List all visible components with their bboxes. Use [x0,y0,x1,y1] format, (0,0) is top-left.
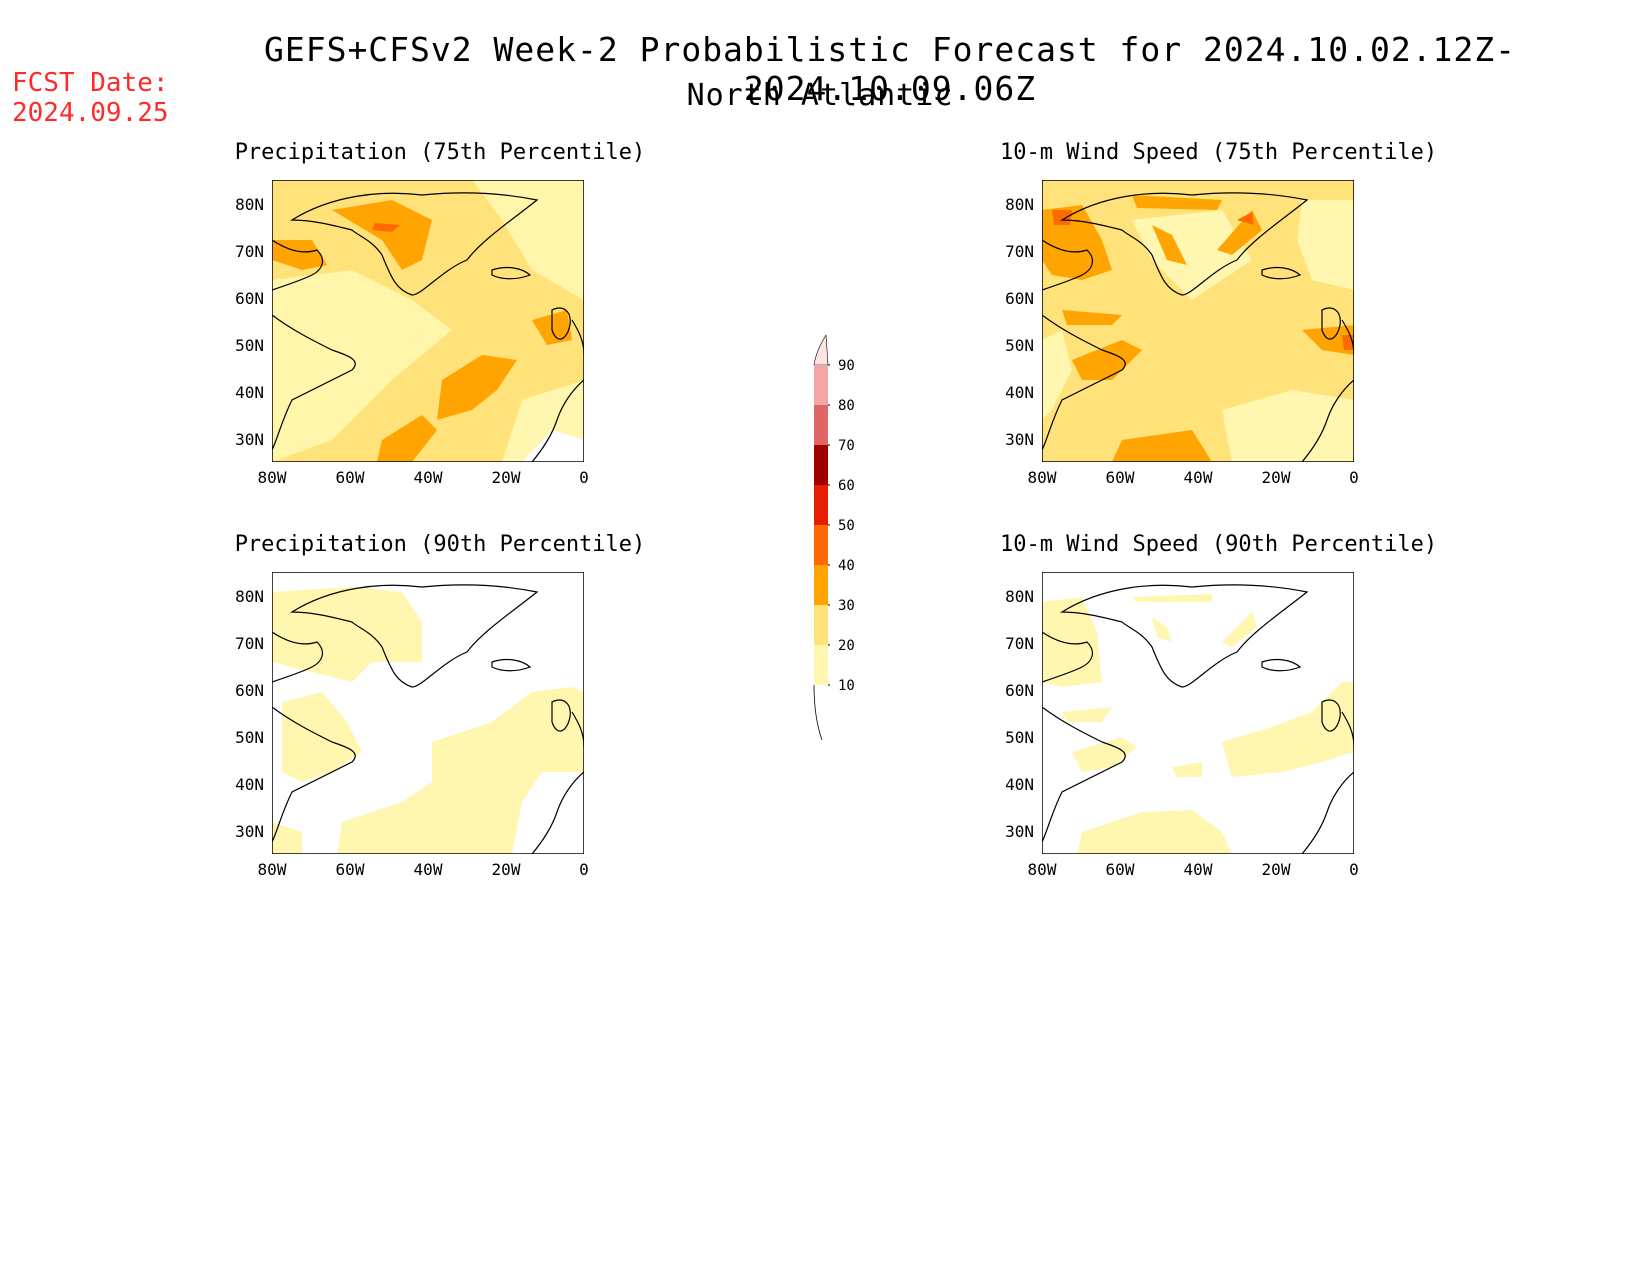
lat-label: 60N [235,289,264,308]
lon-label: 20W [491,860,521,879]
colorbar-label: 80 [838,398,855,414]
forecast-date-label: FCST Date: [12,68,169,98]
lat-label: 50N [235,728,264,747]
colorbar-label: 50 [838,518,855,534]
lat-label: 40N [235,775,264,794]
lon-label: 0 [579,468,589,487]
panel-precip-75: Precipitation (75th Percentile) 80N 70N … [230,140,650,520]
lon-label: 60W [1105,860,1135,879]
lat-label: 30N [235,822,264,841]
panel-wind-90: 10-m Wind Speed (90th Percentile) 80N 70… [1000,532,1438,912]
lat-label: 80N [1005,195,1034,214]
lon-label: 20W [1261,860,1291,879]
lon-label: 20W [1261,468,1291,487]
lon-label: 40W [413,860,443,879]
lat-label: 30N [1005,430,1034,449]
lon-label: 0 [579,860,589,879]
lon-label: 40W [413,468,443,487]
lat-label: 50N [235,336,264,355]
map-wind-90 [1042,572,1354,854]
lat-label: 30N [235,430,264,449]
colorbar-label: 60 [838,478,855,494]
map-wind-75 [1042,180,1354,462]
region-subtitle: North Atlantic [686,78,954,113]
panel-title: Precipitation (75th Percentile) [234,140,646,165]
lon-label: 80W [1027,468,1057,487]
lon-label: 80W [257,468,287,487]
lon-label: 60W [1105,468,1135,487]
lon-label: 80W [257,860,287,879]
lat-label: 80N [235,587,264,606]
lon-label: 40W [1183,468,1213,487]
forecast-date-value: 2024.09.25 [12,98,169,128]
lat-label: 70N [1005,242,1034,261]
chart-title: GEFS+CFSv2 Week-2 Probabilistic Forecast… [263,30,1517,108]
lon-label: 40W [1183,860,1213,879]
lat-label: 70N [1005,634,1034,653]
lon-label: 60W [335,468,365,487]
colorbar-label: 10 [838,678,855,694]
colorbar-swatches [813,335,830,741]
lat-label: 50N [1005,728,1034,747]
lat-label: 60N [1005,289,1034,308]
lat-label: 40N [235,383,264,402]
lon-label: 80W [1027,860,1057,879]
lat-label: 60N [1005,681,1034,700]
map-precip-75 [272,180,584,462]
lat-label: 30N [1005,822,1034,841]
lat-label: 40N [1005,383,1034,402]
colorbar: 90 80 70 60 50 40 30 20 10 [810,335,880,745]
lat-label: 50N [1005,336,1034,355]
lon-label: 0 [1349,860,1359,879]
colorbar-label: 90 [838,358,855,374]
panel-title: 10-m Wind Speed (75th Percentile) [1000,140,1438,165]
lon-label: 20W [491,468,521,487]
map-precip-90 [272,572,584,854]
colorbar-label: 40 [838,558,855,574]
forecast-date: FCST Date: 2024.09.25 [12,68,169,128]
lat-label: 80N [1005,587,1034,606]
colorbar-label: 70 [838,438,855,454]
lat-label: 60N [235,681,264,700]
lon-label: 0 [1349,468,1359,487]
lat-label: 70N [235,242,264,261]
lat-label: 40N [1005,775,1034,794]
colorbar-label: 30 [838,598,855,614]
panel-title: 10-m Wind Speed (90th Percentile) [1000,532,1438,557]
panel-wind-75: 10-m Wind Speed (75th Percentile) 80N 70… [1000,140,1438,520]
lat-label: 70N [235,634,264,653]
panel-precip-90: Precipitation (90th Percentile) 80N 70N … [230,532,650,912]
panel-title: Precipitation (90th Percentile) [234,532,646,557]
lat-label: 80N [235,195,264,214]
lon-label: 60W [335,860,365,879]
colorbar-label: 20 [838,638,855,654]
